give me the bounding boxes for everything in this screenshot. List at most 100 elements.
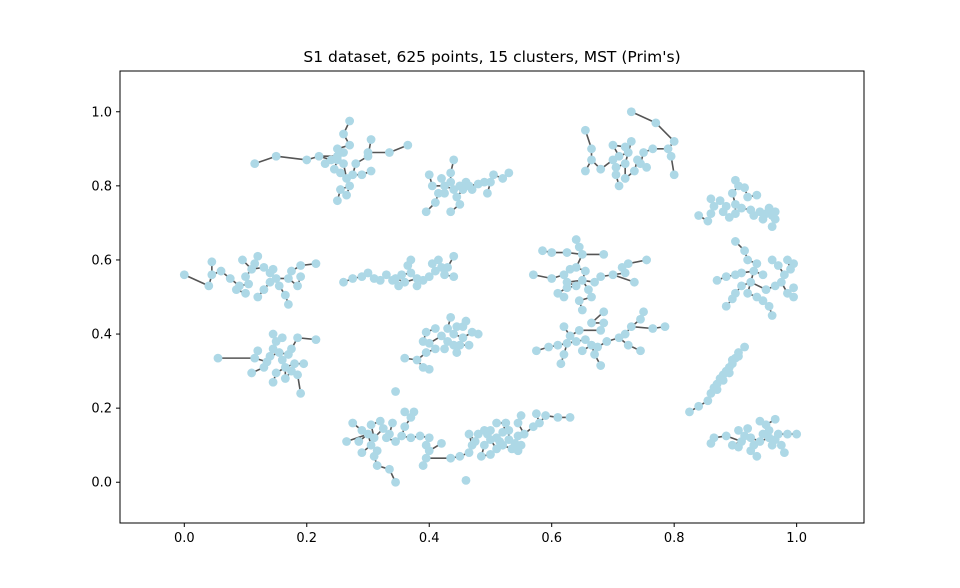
data-point xyxy=(758,214,768,224)
x-tick-label: 0.4 xyxy=(419,531,440,546)
data-point xyxy=(626,136,636,146)
data-point xyxy=(345,140,355,150)
data-point xyxy=(669,136,679,146)
data-point xyxy=(737,203,746,213)
data-point xyxy=(587,155,596,165)
data-point xyxy=(541,411,550,420)
data-point xyxy=(501,418,511,428)
data-point xyxy=(336,168,345,178)
data-point xyxy=(449,155,459,165)
data-point xyxy=(357,170,367,180)
data-point xyxy=(752,190,762,200)
data-point xyxy=(299,359,309,369)
data-point xyxy=(366,420,376,430)
data-point xyxy=(446,168,456,178)
data-point xyxy=(483,188,492,198)
data-point xyxy=(250,353,260,363)
data-point xyxy=(715,196,725,206)
data-point xyxy=(418,461,428,470)
data-point xyxy=(734,425,743,435)
data-point xyxy=(770,414,780,424)
data-point xyxy=(345,181,355,191)
data-point xyxy=(553,340,563,350)
data-point xyxy=(639,307,648,317)
data-point xyxy=(590,277,599,287)
data-point xyxy=(626,107,636,117)
data-point xyxy=(415,431,425,441)
data-point xyxy=(746,446,756,456)
y-tick-label: 0.6 xyxy=(91,253,112,268)
data-point xyxy=(743,192,753,202)
data-point xyxy=(412,355,422,365)
data-point xyxy=(265,277,275,287)
data-point xyxy=(421,453,431,463)
data-point xyxy=(241,288,250,298)
data-point xyxy=(709,201,719,211)
data-point xyxy=(731,270,740,280)
data-point xyxy=(516,411,526,420)
data-point xyxy=(241,272,250,282)
data-point xyxy=(473,329,483,339)
y-tick-label: 0.2 xyxy=(91,402,112,417)
data-point xyxy=(397,431,407,441)
data-point xyxy=(764,425,774,435)
data-point xyxy=(458,333,468,343)
data-point xyxy=(391,477,400,487)
data-point xyxy=(452,192,462,202)
data-point xyxy=(599,318,609,328)
data-point xyxy=(339,129,348,139)
data-point xyxy=(381,433,391,443)
data-point xyxy=(611,162,621,172)
data-point xyxy=(283,274,293,283)
y-tick-label: 0.0 xyxy=(91,476,112,491)
data-point xyxy=(464,429,474,439)
data-point xyxy=(381,270,391,280)
data-point xyxy=(727,294,737,304)
data-point xyxy=(709,433,719,443)
data-point xyxy=(225,274,235,283)
data-point xyxy=(779,448,789,458)
data-point xyxy=(712,275,722,285)
data-point xyxy=(596,361,606,370)
data-point xyxy=(424,364,434,374)
data-point xyxy=(250,159,260,169)
data-point xyxy=(369,433,379,443)
data-point xyxy=(685,407,694,417)
data-point xyxy=(498,174,508,183)
data-point xyxy=(455,340,465,350)
data-point xyxy=(559,270,569,280)
data-point xyxy=(580,125,590,135)
data-point xyxy=(639,148,648,157)
data-point xyxy=(648,144,658,154)
data-point xyxy=(743,288,753,298)
x-tick-label: 0.8 xyxy=(664,531,685,546)
data-point xyxy=(489,170,498,180)
data-point xyxy=(764,301,774,311)
data-point xyxy=(332,144,342,154)
data-point xyxy=(580,266,590,276)
data-point xyxy=(783,429,792,439)
data-point xyxy=(424,170,434,180)
data-point xyxy=(449,329,459,339)
data-point xyxy=(770,214,780,224)
data-point xyxy=(274,281,284,291)
data-point xyxy=(577,249,587,259)
data-point xyxy=(409,407,419,417)
data-point xyxy=(626,322,636,332)
data-point xyxy=(385,464,394,474)
data-point xyxy=(277,355,287,365)
data-point xyxy=(636,314,645,324)
data-point xyxy=(602,337,612,346)
data-point xyxy=(574,296,584,306)
data-point xyxy=(584,285,593,294)
data-point xyxy=(464,448,474,458)
plot-area xyxy=(119,70,865,524)
data-point xyxy=(342,437,351,446)
data-point xyxy=(348,274,358,283)
data-point xyxy=(492,433,501,443)
data-point xyxy=(452,348,462,357)
data-point xyxy=(293,333,302,343)
data-point xyxy=(461,475,471,485)
data-point xyxy=(740,183,749,193)
